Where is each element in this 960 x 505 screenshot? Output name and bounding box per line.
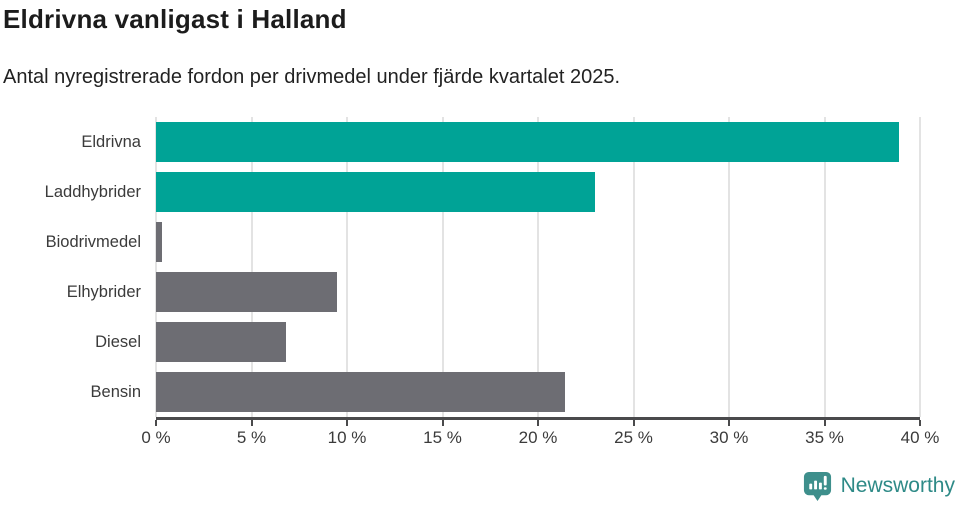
x-axis-tick <box>537 420 539 426</box>
newsworthy-brand-text: Newsworthy <box>840 473 955 497</box>
x-axis-tick <box>728 420 730 426</box>
x-tick-label: 15 % <box>423 428 462 447</box>
category-label: Eldrivna <box>81 133 141 151</box>
x-tick-label: 5 % <box>236 428 267 447</box>
category-label: Laddhybrider <box>44 183 141 201</box>
bar-diesel <box>156 322 286 362</box>
gridline <box>441 117 444 417</box>
newsworthy-logo[interactable]: Newsworthy <box>802 470 955 501</box>
x-axis-tick <box>441 420 444 426</box>
x-axis-tick <box>155 420 157 426</box>
bar-row <box>156 317 920 367</box>
x-axis-tick <box>632 420 635 426</box>
x-axis-tick <box>823 420 826 426</box>
bar-row <box>156 267 920 317</box>
x-tick-label: 30 % <box>709 428 749 447</box>
chart-subtitle: Antal nyregistrerade fordon per drivmede… <box>3 66 621 88</box>
gridline <box>346 117 348 417</box>
x-tick-label: 20 % <box>518 428 558 447</box>
x-axis-tick <box>919 420 921 426</box>
bar-biodrivmedel <box>156 222 162 262</box>
x-axis-tick <box>346 420 348 426</box>
gridline <box>632 117 635 417</box>
gridline <box>728 117 730 417</box>
y-axis-labels: Eldrivna Laddhybrider Biodrivmedel Elhybrid… <box>0 117 141 417</box>
x-axis-tick <box>250 420 253 426</box>
x-axis: 0 % 5 % 10 % 15 % 20 % 25 % 30 % 35 % 40 % <box>141 420 939 460</box>
gridline <box>250 117 253 417</box>
bar-row <box>156 167 920 217</box>
bar-row <box>156 117 920 167</box>
x-tick-label: 25 % <box>614 428 653 447</box>
category-label: Elhybrider <box>66 283 141 301</box>
bar-laddhybrider <box>156 172 596 212</box>
bar-bensin <box>156 372 565 412</box>
category-label: Diesel <box>95 333 141 351</box>
category-label: Bensin <box>90 383 141 401</box>
gridline <box>155 117 157 417</box>
category-label: Biodrivmedel <box>45 233 141 251</box>
chart-title: Eldrivna vanligast i Halland <box>3 4 347 34</box>
gridline <box>823 117 826 417</box>
bar-row <box>156 217 920 267</box>
x-tick-label: 40 % <box>900 428 940 447</box>
bar-row <box>156 367 920 417</box>
plot-area <box>155 117 921 420</box>
x-tick-label: 10 % <box>327 428 367 447</box>
bar-eldrivna <box>156 122 899 162</box>
x-tick-label: 35 % <box>805 428 844 447</box>
gridline <box>537 117 539 417</box>
gridline <box>919 117 921 417</box>
x-tick-label: 0 % <box>141 428 171 447</box>
bar-elhybrider <box>156 272 338 312</box>
newsworthy-chart-bubble-icon <box>803 471 831 501</box>
